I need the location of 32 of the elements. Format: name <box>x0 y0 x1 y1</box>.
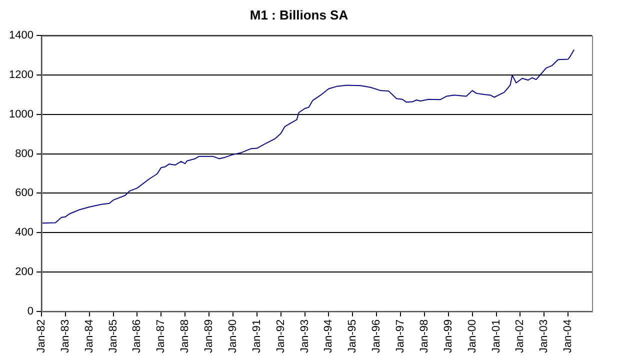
x-tick-label: Jan-82 <box>36 319 48 354</box>
x-tick-label: Jan-01 <box>490 319 502 354</box>
x-tick-label: Jan-94 <box>322 319 335 354</box>
x-tick-label: Jan-93 <box>298 319 311 354</box>
x-tick-label: Jan-90 <box>226 319 239 354</box>
x-tick-label: Jan-86 <box>131 319 144 354</box>
x-tick-label: Jan-04 <box>562 319 574 354</box>
x-tick-label: Jan-03 <box>538 319 550 354</box>
y-tick-label: 800 <box>15 148 34 160</box>
y-tick-label: 1200 <box>8 69 34 82</box>
x-tick-label: Jan-99 <box>442 319 454 354</box>
x-tick-label: Jan-97 <box>394 319 407 354</box>
x-tick-label: Jan-00 <box>466 319 478 354</box>
x-tick-label: Jan-89 <box>203 319 216 354</box>
y-tick-label: 0 <box>27 305 34 318</box>
chart-title: M1 : Billions SA <box>250 7 349 22</box>
x-tick-label: Jan-88 <box>179 319 192 354</box>
x-tick-label: Jan-96 <box>370 319 383 354</box>
x-tick-label: Jan-92 <box>274 319 287 354</box>
y-tick-label: 400 <box>15 226 34 239</box>
x-tick-label: Jan-87 <box>155 319 168 354</box>
x-tick-label: Jan-91 <box>250 319 263 354</box>
x-tick-label: Jan-98 <box>418 319 430 354</box>
x-tick-label: Jan-02 <box>514 319 526 354</box>
y-tick-label: 200 <box>15 266 34 278</box>
y-tick-label: 1000 <box>8 108 34 120</box>
y-tick-label: 600 <box>15 187 34 200</box>
x-tick-label: Jan-95 <box>346 319 359 354</box>
x-tick-label: Jan-85 <box>107 319 120 354</box>
x-tick-label: Jan-83 <box>59 319 72 354</box>
y-tick-label: 1400 <box>8 30 34 42</box>
x-tick-label: Jan-84 <box>83 319 96 354</box>
